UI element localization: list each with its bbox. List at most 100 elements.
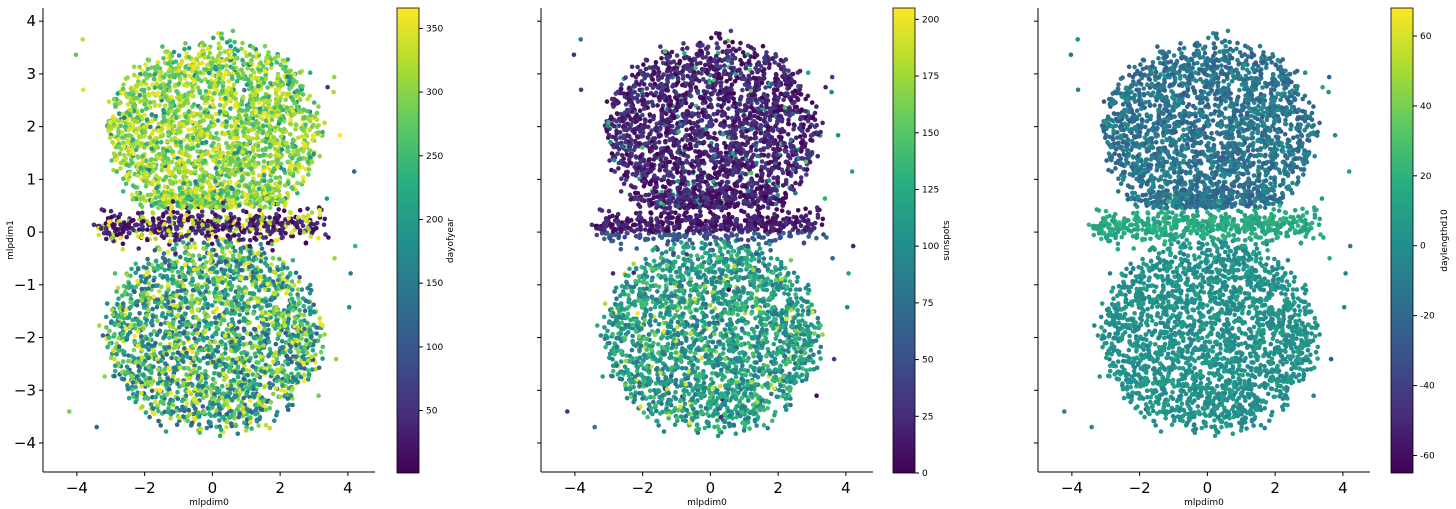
scatter-point (228, 224, 233, 229)
scatter-point (251, 335, 257, 340)
scatter-point (97, 323, 102, 328)
scatter-point (273, 270, 278, 276)
scatter-point (283, 97, 288, 103)
scatter-point (120, 246, 126, 252)
scatter-point (290, 287, 295, 293)
scatter-point (197, 256, 203, 262)
scatter-point (203, 376, 208, 381)
scatter-point (271, 353, 277, 359)
scatter-point (164, 273, 170, 279)
scatter-point (263, 422, 269, 428)
scatter-point (290, 137, 296, 143)
scatter-point (290, 402, 295, 408)
scatter-point (195, 331, 200, 336)
scatter-point (153, 195, 158, 201)
scatter-point (210, 72, 215, 78)
scatter-point (320, 323, 325, 328)
scatter-point (233, 422, 238, 428)
scatter-point (143, 377, 148, 382)
scatter-point (237, 203, 242, 208)
scatter-point (275, 277, 281, 283)
scatter-point (263, 407, 269, 413)
scatter-point (266, 352, 272, 358)
scatter-point (274, 412, 279, 418)
scatter-point (198, 347, 204, 353)
scatter-point (296, 371, 301, 377)
scatter-point (205, 405, 211, 411)
scatter-point (142, 129, 148, 135)
scatter-point (275, 237, 280, 243)
scatter-point (210, 265, 215, 271)
scatter-point (152, 72, 157, 77)
scatter-point (322, 216, 328, 222)
scatter-point (184, 298, 189, 303)
scatter-point (162, 184, 168, 189)
scatter-point (246, 134, 251, 140)
scatter-point (244, 162, 249, 168)
scatter-point (236, 216, 242, 222)
scatter-point (248, 296, 254, 302)
scatter-point (280, 129, 285, 134)
scatter-point (346, 304, 352, 310)
scatter-point (157, 247, 162, 252)
scatter-point (230, 186, 235, 192)
scatter-point (303, 156, 308, 161)
scatter-point (146, 364, 151, 370)
scatter-point (229, 299, 235, 305)
scatter-point (312, 132, 317, 138)
scatter-point (146, 281, 152, 286)
scatter-point (284, 291, 289, 296)
scatter-point (121, 144, 127, 149)
scatter-point (300, 84, 305, 89)
scatter-point (245, 76, 250, 82)
scatter-point (250, 54, 256, 59)
scatter-point (255, 147, 261, 153)
scatter-point (194, 315, 199, 320)
scatter-point (195, 307, 200, 313)
scatter-point (241, 376, 246, 382)
scatter-point (228, 211, 233, 217)
scatter-point (233, 46, 238, 52)
scatter-point (162, 409, 167, 415)
scatter-point (201, 49, 206, 54)
scatter-point (132, 72, 137, 78)
scatter-point (156, 418, 161, 424)
scatter-point (182, 73, 188, 78)
scatter-point (242, 228, 247, 233)
scatter-point (170, 72, 176, 78)
scatter-point (132, 222, 138, 228)
scatter-point (132, 322, 137, 328)
scatter-point (177, 103, 183, 109)
scatter-point (300, 223, 306, 228)
scatter-point (223, 70, 229, 76)
scatter-point (243, 289, 248, 294)
scatter-point (202, 190, 207, 195)
scatter-point (171, 49, 177, 55)
scatter-point (304, 338, 309, 343)
scatter-point (107, 123, 112, 129)
scatter-point (123, 181, 129, 187)
scatter-point (248, 166, 254, 172)
scatter-point (283, 69, 289, 74)
scatter-point (144, 265, 149, 271)
scatter-point (175, 313, 181, 318)
scatter-point (224, 356, 230, 362)
scatter-point (266, 94, 271, 100)
scatter-point (290, 375, 296, 380)
scatter-point (191, 102, 197, 107)
scatter-point (219, 339, 224, 345)
scatter-point (197, 275, 203, 280)
scatter-point (231, 136, 237, 141)
scatter-point (255, 251, 261, 257)
scatter-point (185, 92, 190, 97)
scatter-point (222, 292, 227, 297)
scatter-point (256, 423, 261, 428)
scatter-point (148, 157, 154, 162)
scatter-point (208, 420, 213, 426)
scatter-point (288, 171, 293, 177)
scatter-point (219, 301, 225, 306)
scatter-point (168, 295, 173, 301)
scatter-point (217, 411, 222, 416)
scatter-point (195, 410, 201, 416)
scatter-point (161, 107, 166, 113)
